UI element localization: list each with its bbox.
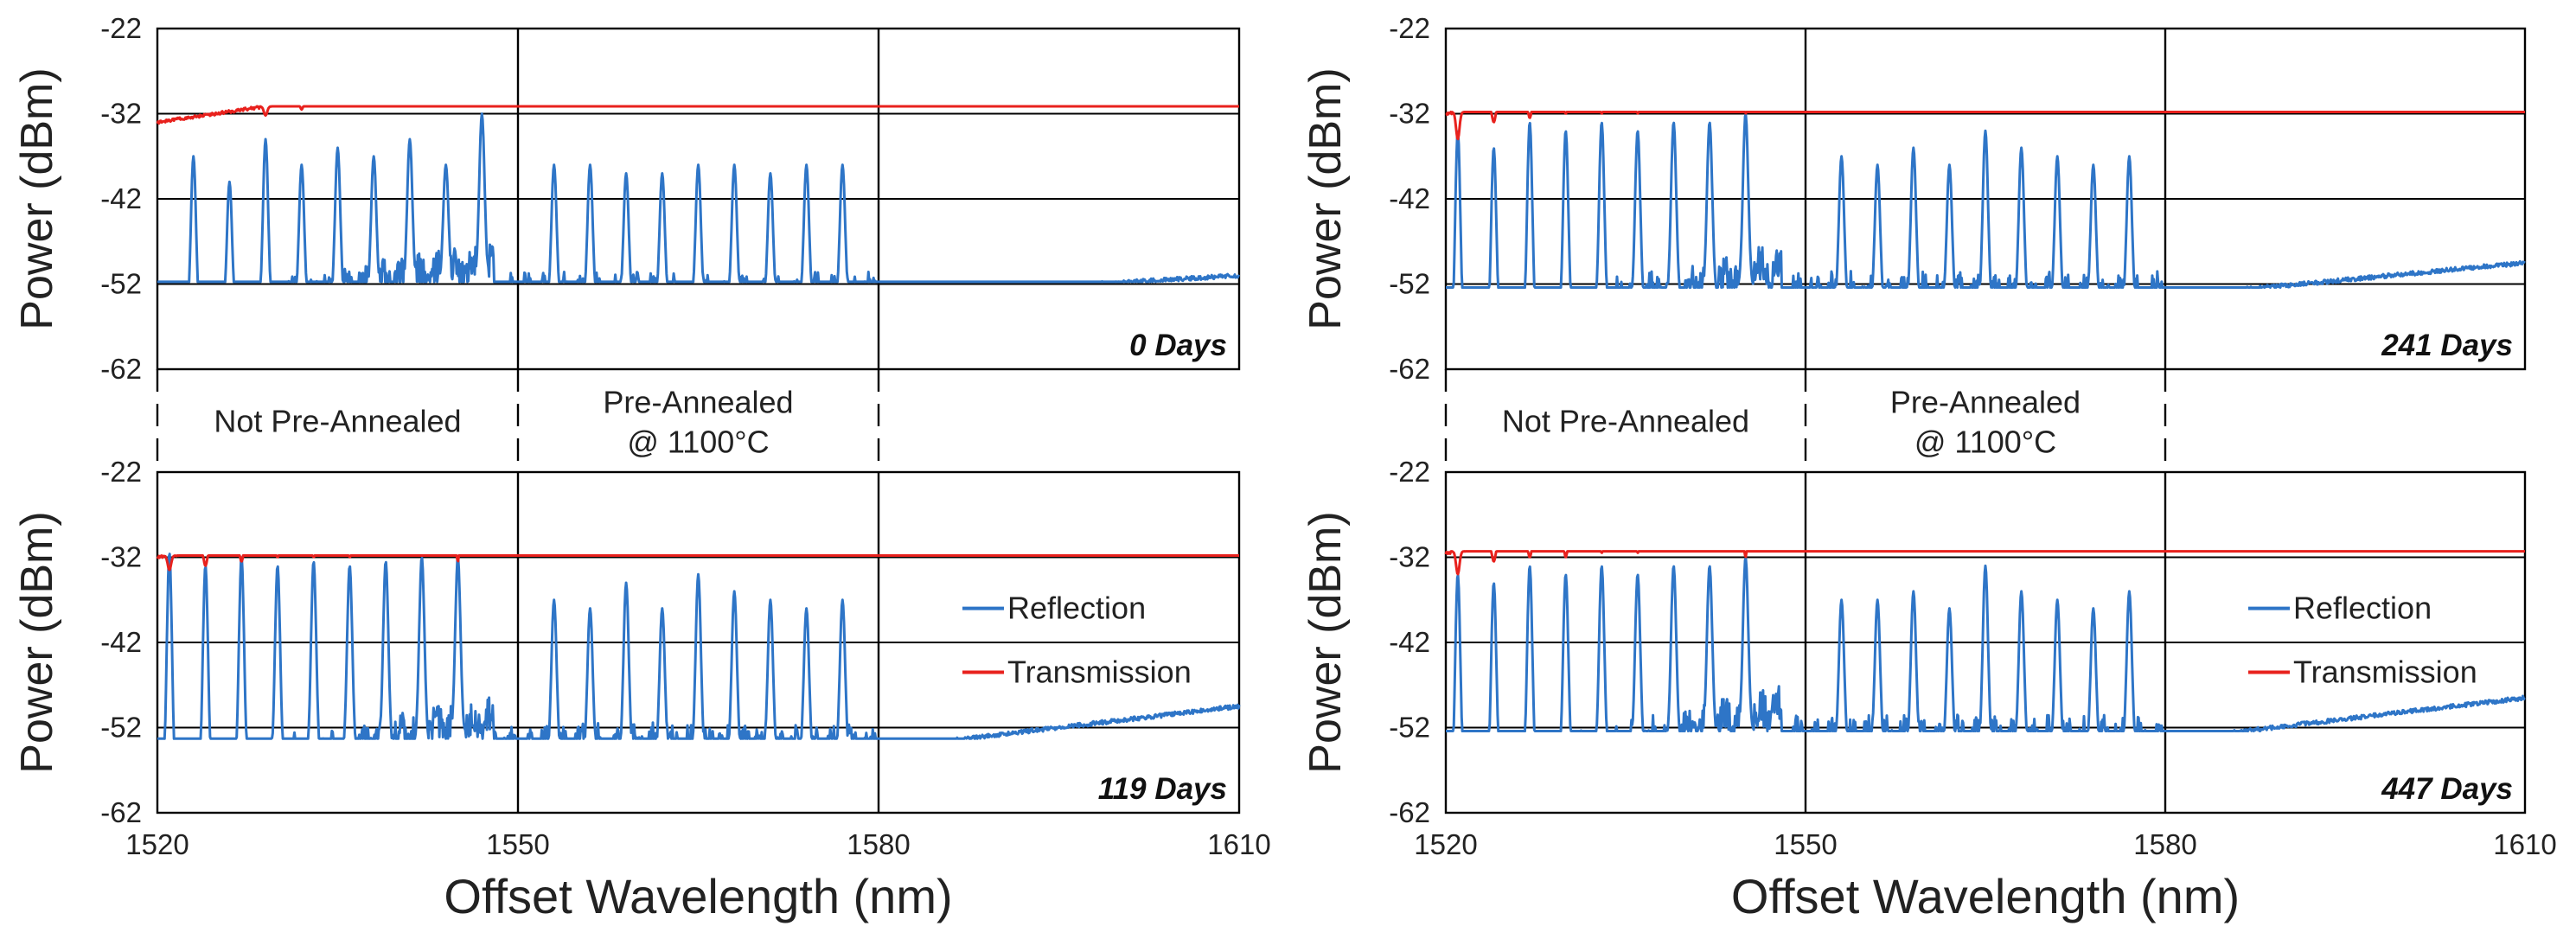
y-tick-label: -62 [100, 796, 142, 828]
y-tick-label: -52 [100, 712, 142, 744]
y-tick-label: -32 [1389, 98, 1430, 130]
y-tick-label: -42 [100, 626, 142, 658]
days-annotation: 119 Days [1098, 772, 1227, 806]
plot-frame [156, 470, 1241, 814]
transmission-line [1444, 550, 2526, 576]
region-label-temperature: @ 1100°C [1914, 425, 2056, 460]
y-axis-label: Power (dBm) [1301, 67, 1351, 329]
y-tick-label: -32 [100, 98, 142, 130]
days-annotation: 447 Days [2381, 772, 2513, 806]
x-tick-label: 1520 [125, 828, 189, 860]
y-tick-label: -22 [100, 12, 142, 44]
y-tick-label: -22 [1389, 456, 1430, 488]
transmission-line [156, 105, 1240, 125]
y-axis-label: Power (dBm) [12, 67, 62, 329]
y-tick-label: -62 [1389, 353, 1430, 385]
legend-label: Reflection [2293, 591, 2432, 626]
x-tick-label: 1610 [1207, 828, 1270, 860]
y-axis-label: Power (dBm) [1301, 511, 1351, 773]
legend-entry-transmission: Transmission [962, 654, 1192, 689]
plot-frame [156, 27, 1241, 371]
x-tick-label: 1550 [1774, 828, 1837, 860]
legend-entry-reflection: Reflection [962, 591, 1146, 626]
y-tick-label: -42 [100, 182, 142, 214]
x-axis-label: Offset Wavelength (nm) [444, 869, 952, 923]
transmission-line [1445, 111, 2526, 141]
y-tick-label: -22 [1389, 12, 1430, 44]
y-tick-label: -22 [100, 456, 142, 488]
y-tick-label: -32 [100, 541, 142, 573]
x-axis-label: Offset Wavelength (nm) [1731, 869, 2240, 923]
legend-label: Transmission [1007, 654, 1192, 689]
y-tick-label: -32 [1389, 541, 1430, 573]
x-tick-label: 1550 [486, 828, 549, 860]
reflection-line [1445, 556, 2526, 732]
legend-entry-transmission: Transmission [2248, 654, 2477, 689]
days-annotation: 0 Days [1129, 329, 1227, 362]
y-tick-label: -42 [1389, 182, 1430, 214]
y-tick-label: -52 [1389, 268, 1430, 300]
region-label-not-pre-annealed: Not Pre-Annealed [1502, 404, 1749, 439]
region-labels-right: Not Pre-Annealed Pre-Annealed @ 1100°C [1444, 369, 2167, 472]
x-tick-label: 1580 [847, 828, 910, 860]
legend-entry-reflection: Reflection [2248, 591, 2432, 626]
y-tick-label: -52 [100, 268, 142, 300]
legend-label: Reflection [1007, 591, 1146, 626]
y-tick-label: -52 [1389, 712, 1430, 744]
legend-label: Transmission [2293, 654, 2477, 689]
region-labels-left: Not Pre-Annealed Pre-Annealed @ 1100°C [156, 369, 880, 472]
region-label-temperature: @ 1100°C [627, 425, 769, 460]
x-tick-label: 1610 [2493, 828, 2556, 860]
plot-frame [1444, 470, 2527, 814]
y-tick-label: -62 [100, 353, 142, 385]
reflection-line [1445, 112, 2526, 289]
region-label-pre-annealed: Pre-Annealed [1890, 385, 2081, 420]
region-label-not-pre-annealed: Not Pre-Annealed [214, 404, 461, 439]
reflection-line [157, 112, 1241, 284]
panel-top-left: -22 -32 -42 -52 -62 Power (dBm) 0 Days [12, 12, 1241, 385]
reflection-line [157, 553, 1241, 740]
x-tick-label: 1520 [1414, 828, 1477, 860]
plot-frame [1444, 27, 2527, 371]
region-label-pre-annealed: Pre-Annealed [603, 385, 793, 420]
y-tick-label: -62 [1389, 796, 1430, 828]
transmission-line [156, 554, 1240, 572]
y-axis-label: Power (dBm) [12, 511, 62, 773]
panel-top-right: -22 -32 -42 -52 -62 Power (dBm) 241 Days [1301, 12, 2527, 385]
x-tick-label: 1580 [2133, 828, 2196, 860]
y-tick-label: -42 [1389, 626, 1430, 658]
days-annotation: 241 Days [2381, 329, 2513, 362]
